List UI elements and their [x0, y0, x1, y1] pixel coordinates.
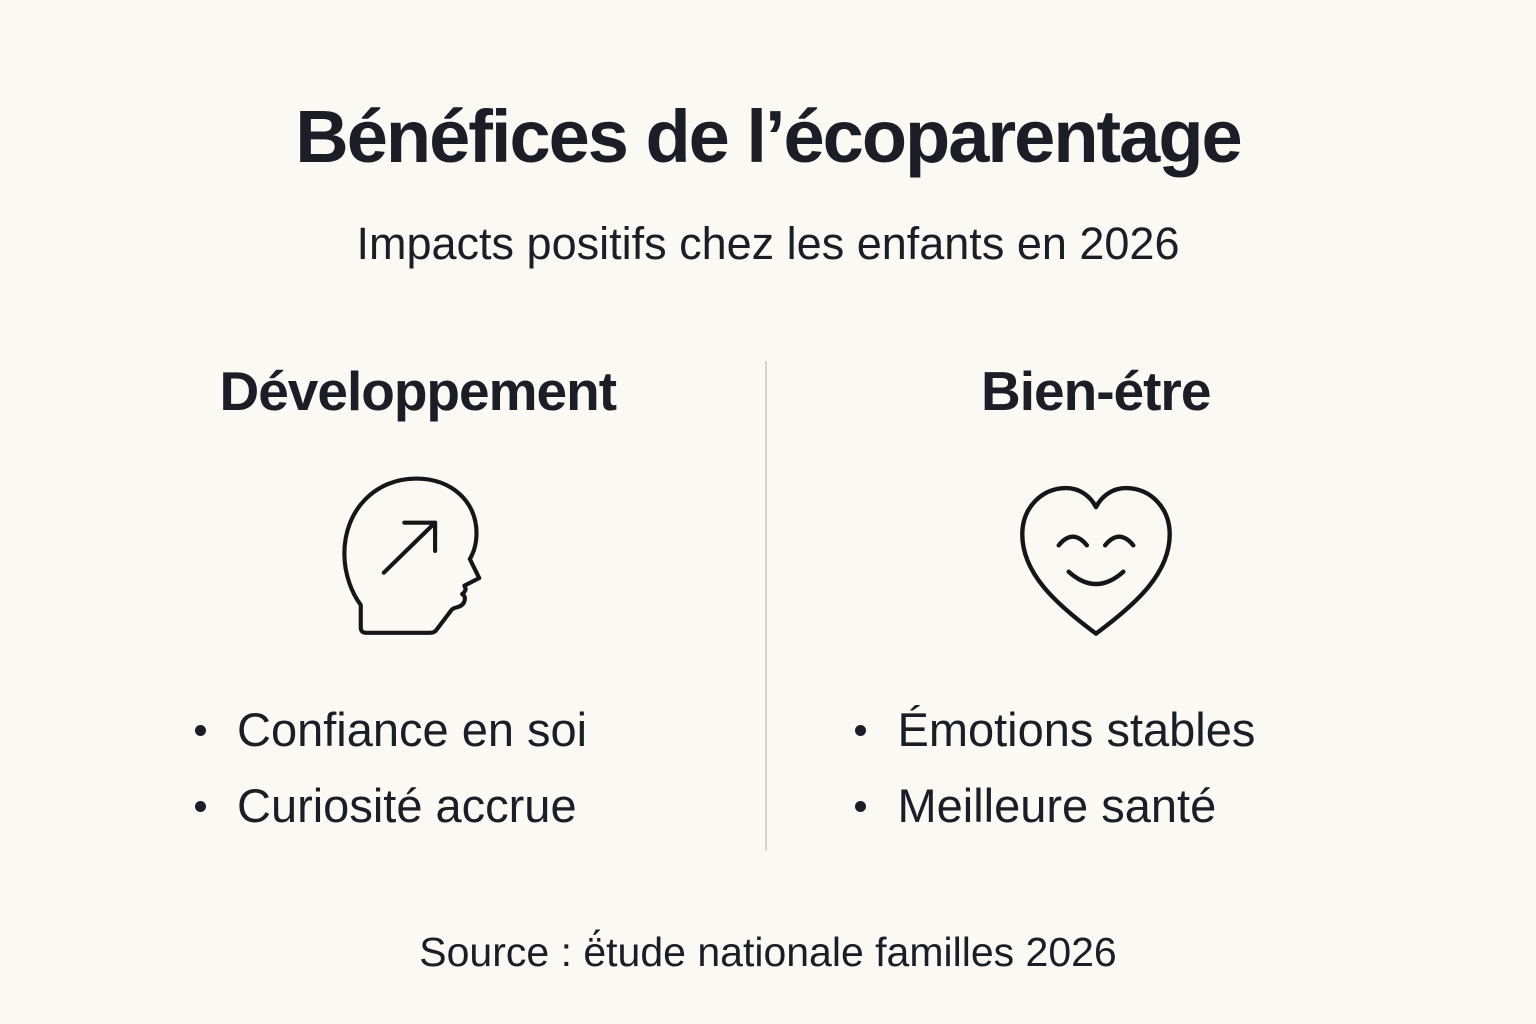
bullet-label: Émotions stables [897, 703, 1256, 757]
smiling-heart-icon [1001, 461, 1191, 657]
bullet-dot [855, 800, 867, 812]
bullet-label: Curiosité accrue [237, 779, 577, 833]
bullet-dot [195, 724, 206, 736]
column-bien-etre: Bien-étre Émotions stables Meilleure san… [767, 361, 1536, 856]
bullet-label: Confiance en soi [237, 703, 588, 757]
list-item: Curiosité accrue [195, 779, 587, 833]
column-divider [765, 360, 768, 851]
columns-container: Développement Confiance en soi Curiosité… [0, 361, 1536, 856]
head-growth-icon [328, 461, 508, 657]
developpement-bullet-list: Confiance en soi Curiosité accrue [195, 703, 587, 855]
page-subtitle: Impacts positifs chez les enfants en 202… [356, 218, 1180, 270]
list-item: Émotions stables [855, 703, 1255, 757]
bien-etre-bullet-list: Émotions stables Meilleure santé [855, 703, 1255, 855]
list-item: Confiance en soi [195, 703, 587, 757]
bullet-dot [195, 800, 206, 812]
bullet-dot [855, 724, 867, 736]
column-developpement: Développement Confiance en soi Curiosité… [0, 361, 765, 856]
column-bien-etre-heading: Bien-étre [981, 359, 1211, 422]
list-item: Meilleure santé [855, 779, 1255, 833]
bullet-label: Meilleure santé [897, 779, 1217, 833]
page-title: Bénéfices de l’écoparentage [295, 95, 1242, 178]
column-developpement-heading: Développement [219, 359, 617, 422]
source-note: Source : ë́tude nationale familles 2026 [419, 929, 1117, 976]
